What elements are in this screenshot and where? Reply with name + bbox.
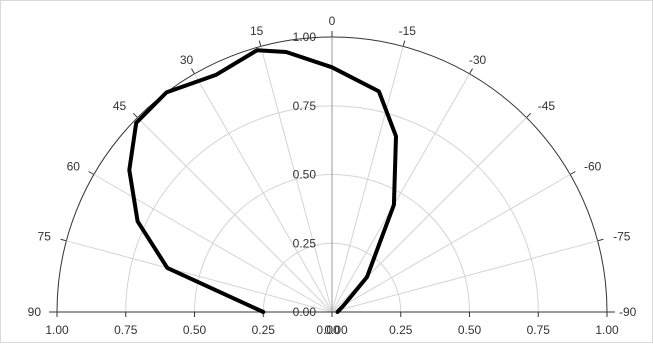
angle-tick-mark xyxy=(569,171,576,175)
angle-tick-label: -75 xyxy=(613,230,631,244)
angle-gridline xyxy=(137,117,333,313)
bottom-tick-label: 0.50 xyxy=(183,323,207,337)
angle-tick-mark xyxy=(469,68,473,75)
angle-tick-label: 75 xyxy=(38,230,52,244)
series-line xyxy=(127,48,398,314)
radial-tick-label: 1.00 xyxy=(293,30,317,44)
angle-gridline xyxy=(66,240,333,313)
angle-gridline xyxy=(194,73,333,313)
angle-tick-mark xyxy=(526,112,532,118)
angle-tick-label: 0 xyxy=(329,14,336,28)
angle-tick-mark xyxy=(258,40,262,47)
angle-gridline xyxy=(331,46,404,313)
angle-tick-mark xyxy=(132,112,138,118)
angle-tick-mark xyxy=(60,238,67,242)
radial-tick-label: 0.25 xyxy=(293,236,317,250)
angle-tick-mark xyxy=(191,68,195,75)
angle-tick-mark xyxy=(597,238,604,242)
bottom-tick-label: 1.00 xyxy=(595,323,619,337)
radial-tick-label: 0.50 xyxy=(293,168,317,182)
angle-tick-label: 45 xyxy=(113,99,127,113)
angle-gridline xyxy=(331,174,571,313)
bottom-tick-label: 0.25 xyxy=(389,323,413,337)
bottom-tick-label: 0.75 xyxy=(527,323,551,337)
angle-gridline xyxy=(331,73,470,313)
bottom-tick-label: 0.25 xyxy=(252,323,276,337)
radial-tick-label: 0.75 xyxy=(293,99,317,113)
bottom-tick-label: 0.75 xyxy=(114,323,138,337)
angle-tick-label: 90 xyxy=(28,305,42,319)
angle-tick-label: -30 xyxy=(469,53,487,67)
angle-tick-label: -45 xyxy=(538,99,556,113)
angle-tick-mark xyxy=(88,171,95,175)
angle-tick-mark xyxy=(402,40,406,47)
angle-tick-label: -90 xyxy=(619,305,637,319)
bottom-tick-label: 0.00 xyxy=(316,323,340,337)
bottom-tick-label: 1.00 xyxy=(45,323,69,337)
angle-gridline xyxy=(331,240,598,313)
bottom-tick-label: 0.00 xyxy=(324,323,348,337)
angle-tick-label: 60 xyxy=(67,160,81,174)
angle-tick-label: -15 xyxy=(399,24,417,38)
angle-tick-label: -60 xyxy=(584,160,602,174)
bottom-tick-label: 0.50 xyxy=(458,323,482,337)
radial-tick-label: 0.00 xyxy=(293,305,317,319)
angle-tick-label: 15 xyxy=(250,24,264,38)
angle-tick-label: 30 xyxy=(180,53,194,67)
angle-gridline xyxy=(260,46,333,313)
